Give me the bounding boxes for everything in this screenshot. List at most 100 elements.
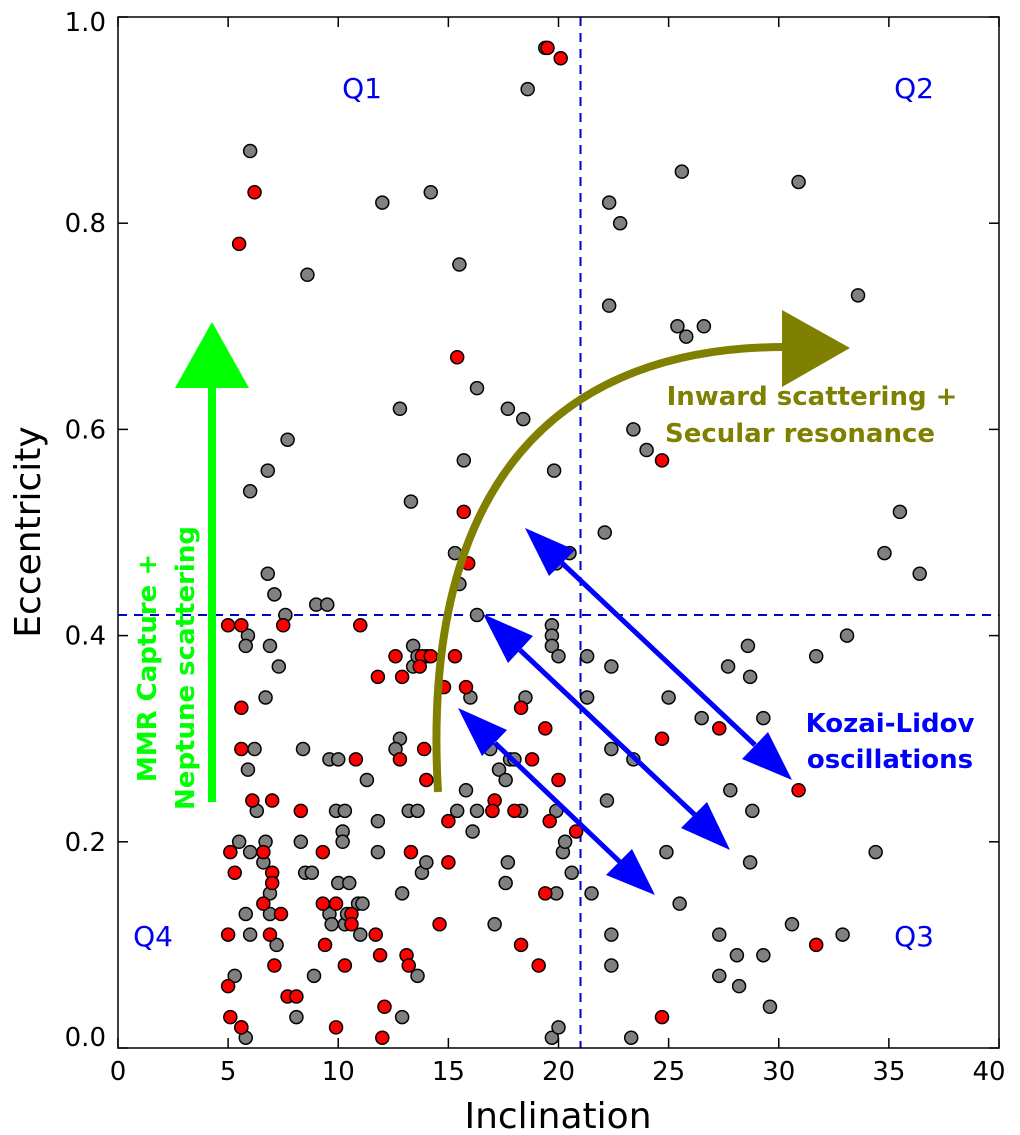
quadrant-label-q1: Q1 [342,72,382,105]
data-point-series1-9 [452,257,467,272]
data-point-series2-77 [234,1020,249,1035]
data-point-series1-35 [260,566,276,581]
y-tick-label-4: 0.8 [65,209,106,239]
x-tick-label-4: 20 [542,1057,575,1087]
data-point-series2-73 [289,989,304,1004]
data-point-series1-119 [498,875,513,891]
data-point-series1-110 [370,844,386,860]
plot-area [118,17,999,1048]
y-axis-label: Eccentricity [8,426,49,637]
x-tick-label-1: 5 [220,1057,237,1087]
data-point-series1-89 [337,803,353,819]
data-point-series1-78 [491,762,507,777]
data-point-series2-23 [538,721,553,736]
data-point-series1-134 [604,927,619,942]
data-point-series1-125 [355,896,370,911]
data-point-series2-33 [791,783,806,798]
y-tick-label-2: 0.4 [65,622,106,652]
data-point-series1-79 [498,772,513,788]
data-point-series1-135 [712,927,727,942]
data-point-series2-20 [458,679,474,695]
data-point-series1-148 [306,968,322,984]
data-point-series1-65 [661,690,676,705]
data-points-layer [220,40,927,1045]
data-point-series1-150 [762,999,778,1015]
data-point-series2-18 [412,659,427,674]
data-point-series2-12 [388,648,403,664]
data-point-series2-79 [375,1030,390,1045]
data-point-series2-53 [315,896,331,911]
data-point-series2-54 [328,896,344,911]
data-point-series1-91 [410,803,425,819]
data-point-series2-30 [524,752,540,767]
data-point-series2-5 [654,453,670,468]
data-point-series1-7 [601,195,617,210]
kozai-arrow-1 [458,708,655,895]
data-point-series1-10 [300,267,315,282]
data-point-series1-153 [544,1030,560,1045]
data-point-series1-149 [410,968,425,984]
data-point-series1-118 [500,855,516,870]
data-point-series2-32 [419,772,434,788]
data-point-series1-26 [242,484,258,499]
data-point-series2-29 [348,752,364,767]
data-point-series1-103 [293,834,309,850]
data-point-series2-6 [456,504,472,520]
data-point-series2-2 [247,185,262,200]
data-point-series2-34 [245,793,260,808]
data-point-series1-68 [295,741,311,757]
data-point-series2-50 [264,875,280,891]
x-tick-label-7: 35 [872,1057,905,1087]
data-point-series2-52 [256,896,271,911]
data-point-series1-58 [742,669,758,685]
data-point-series1-140 [269,937,284,953]
data-point-series2-63 [513,937,529,953]
data-point-series2-0 [540,40,555,56]
data-point-series2-11 [353,618,368,633]
kozai-annotation-line1: Kozai-Lidov [806,709,975,739]
data-point-series2-39 [507,803,522,819]
data-point-series2-31 [551,772,566,788]
data-point-series1-50 [262,638,278,654]
data-point-series2-40 [441,813,456,829]
x-tick-label-8: 40 [972,1057,1005,1087]
data-point-series2-15 [447,648,463,664]
data-point-series1-54 [740,638,756,654]
data-point-series1-138 [238,906,253,922]
data-point-series1-2 [242,143,258,159]
data-point-series1-95 [599,793,615,808]
x-tick-label-3: 15 [432,1057,465,1087]
data-point-series1-8 [612,215,628,231]
data-point-series1-43 [238,638,253,654]
data-point-series1-142 [729,947,745,963]
data-point-series1-5 [423,185,439,200]
data-point-series2-37 [293,803,309,819]
data-point-series1-83 [458,783,474,798]
data-point-series1-131 [487,917,502,932]
data-point-series2-70 [531,958,546,973]
data-point-series2-17 [394,669,410,685]
data-point-series1-108 [564,865,579,880]
data-point-series1-72 [604,741,619,757]
data-point-series1-55 [808,648,824,664]
data-point-series1-84 [469,803,485,819]
data-point-series1-130 [394,886,410,901]
y-tick-label-0: 0.0 [65,1023,106,1053]
data-point-series1-32 [877,545,892,561]
data-point-series1-36 [267,587,282,602]
x-axis-ticks: 0 5 10 15 20 25 30 35 40 [110,17,1006,1087]
data-point-series2-44 [256,844,271,860]
data-point-series1-73 [756,710,771,726]
inward-annotation-line2: Secular resonance [665,419,935,449]
data-point-series1-97 [370,813,386,829]
inward-arrow-curve [432,342,791,793]
data-point-series1-76 [240,762,256,777]
data-point-series2-57 [344,917,359,932]
data-point-series2-16 [370,669,386,685]
data-point-series1-154 [551,1020,566,1035]
kozai-annotation-line2: oscillations [807,745,973,775]
data-point-series2-71 [220,978,236,994]
inward-annotation-line1: Inward scattering + [667,382,958,412]
data-point-series2-35 [264,793,280,808]
